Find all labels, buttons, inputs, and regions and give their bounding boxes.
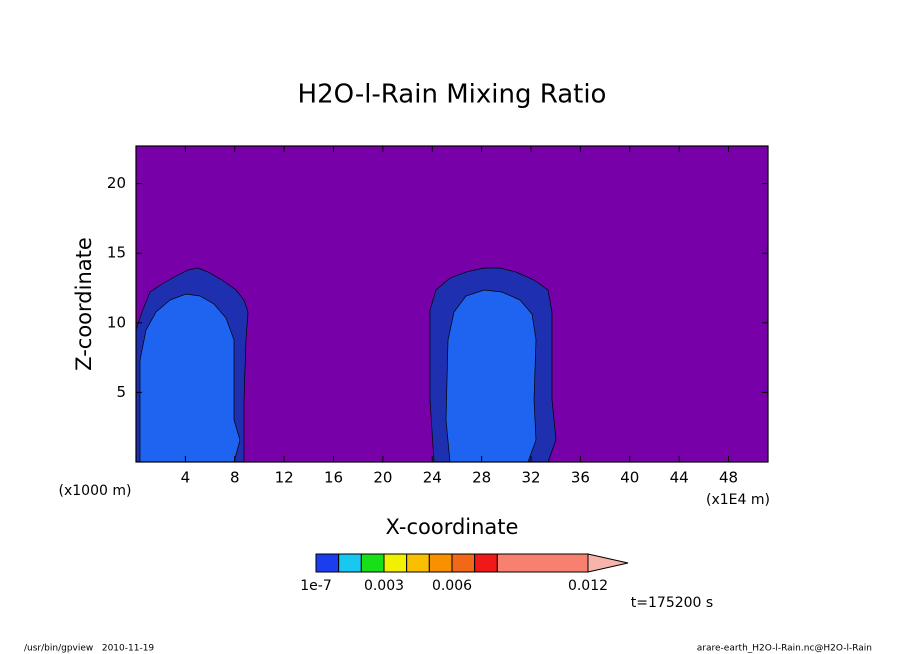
- chart-title: H2O-l-Rain Mixing Ratio: [298, 80, 607, 110]
- colorbar-cell: [428, 553, 453, 573]
- colorbar-cell: [360, 553, 385, 573]
- colorbar-cell: [451, 553, 476, 573]
- y-tick-label: 15: [107, 244, 126, 262]
- x-tick-label: 44: [670, 469, 689, 487]
- footer-right: arare-earth_H2O-l-Rain.nc@H2O-l-Rain: [697, 644, 872, 654]
- time-label: t=175200 s: [631, 595, 713, 611]
- x-tick-label: 12: [275, 469, 294, 487]
- y-tick-label: 5: [116, 383, 126, 401]
- plot-frame: [135, 145, 769, 463]
- x-tick-label: 24: [423, 469, 442, 487]
- colorbar-cell: [315, 553, 340, 573]
- x-tick-label: 20: [373, 469, 392, 487]
- y-axis-label: Z-coordinate: [72, 237, 96, 371]
- x-unit-right: (x1E4 m): [706, 492, 770, 508]
- colorbar-cell: [496, 553, 589, 573]
- footer-left: /usr/bin/gpview 2010-11-19: [24, 644, 154, 654]
- y-tick-label: 10: [107, 313, 126, 331]
- colorbar-tick-label: 1e-7: [300, 578, 331, 594]
- colorbar-cell: [406, 553, 430, 573]
- contour-region: [445, 289, 537, 463]
- y-tick-label: 20: [107, 174, 126, 192]
- x-tick-label: 40: [620, 469, 639, 487]
- colorbar-tick-label: 0.006: [432, 578, 472, 594]
- colorbar-tick-label: 0.003: [364, 578, 404, 594]
- colorbar-cell: [383, 553, 408, 573]
- colorbar-over: [587, 553, 629, 573]
- contour-region: [139, 293, 241, 463]
- x-axis-label: X-coordinate: [386, 515, 519, 539]
- x-tick-label: 8: [230, 469, 240, 487]
- x-tick-label: 36: [571, 469, 590, 487]
- x-tick-label: 16: [324, 469, 343, 487]
- colorbar-cell: [338, 553, 362, 573]
- x-tick-label: 48: [719, 469, 738, 487]
- x-unit-left: (x1000 m): [59, 483, 132, 499]
- x-tick-label: 32: [521, 469, 540, 487]
- x-tick-label: 4: [181, 469, 191, 487]
- colorbar-tick-label: 0.012: [568, 578, 608, 594]
- x-tick-label: 28: [472, 469, 491, 487]
- colorbar-cell: [474, 553, 498, 573]
